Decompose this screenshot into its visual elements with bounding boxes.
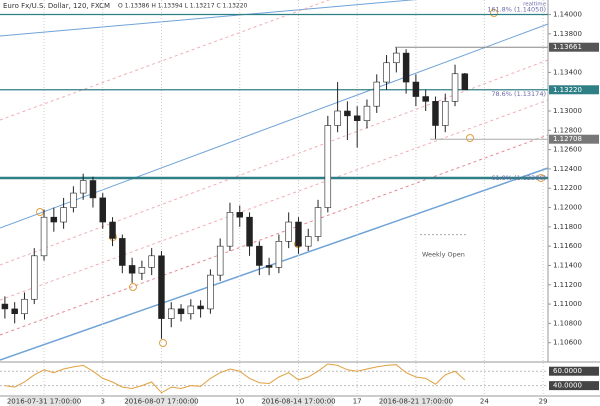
x-tick-label: 29: [539, 398, 548, 406]
candle-body: [314, 207, 322, 237]
y-tick-label: 1.13400: [553, 68, 582, 76]
candle-body: [265, 265, 273, 268]
candle-body: [1, 303, 9, 310]
symbol-title: Euro Fx/U.S. Dollar, 120, FXCM: [3, 2, 110, 10]
y-tick-label: 1.12800: [553, 126, 582, 134]
y-tick-label: 1.12000: [553, 204, 582, 212]
y-tick-label: 1.12600: [553, 146, 582, 154]
candle-body: [207, 274, 214, 310]
fib-label: 161.8% (1.14050): [487, 6, 546, 14]
price-label: 1.13661: [553, 43, 582, 51]
candle-body: [89, 180, 97, 199]
y-tick-label: 1.12400: [553, 165, 582, 173]
x-label-box: [9, 397, 80, 406]
candle-body: [334, 110, 341, 126]
candle-body: [216, 245, 224, 276]
y-tick-label: 1.11600: [553, 242, 582, 250]
y-tick-label: 1.10800: [553, 319, 582, 327]
candle-body: [70, 192, 77, 208]
rsi-line: [4, 363, 466, 394]
y-tick-label: 1.11400: [553, 261, 582, 269]
candle-body: [442, 101, 449, 126]
y-tick-label: 1.12200: [553, 184, 582, 192]
candle-body: [344, 110, 351, 117]
rsi-tick-label: 40.0000: [553, 382, 582, 390]
candle-body: [285, 221, 292, 242]
fib-label: 78.6% (1.13174): [491, 90, 546, 98]
x-tick-label: 3: [101, 398, 105, 406]
fib-label: 61.8% (1.12306): [491, 174, 546, 182]
candle-body: [432, 101, 439, 126]
candle-body: [451, 73, 459, 102]
candle-body: [60, 207, 67, 223]
candle-body: [461, 73, 469, 91]
rsi-label-box: [549, 381, 599, 391]
candle-body: [402, 52, 410, 83]
candle-body: [422, 96, 429, 102]
candle-body: [275, 241, 283, 268]
price-label-box: [549, 42, 599, 52]
x-label-box: [126, 397, 197, 406]
x-tick-label: 2016-08-14 17:00:00: [261, 398, 335, 406]
candle-body: [168, 308, 175, 319]
x-label-box: [380, 397, 451, 406]
candle-body: [393, 52, 400, 64]
candle-body: [363, 105, 371, 121]
weekly-open-label: Weekly Open: [422, 251, 465, 259]
candle-body: [109, 221, 116, 239]
candle-body: [128, 265, 136, 274]
candle-body: [50, 216, 58, 223]
price-label: 1.13220: [553, 86, 582, 94]
candle-body: [11, 308, 18, 315]
x-tick-label: 2016-08-21 17:00:00: [379, 398, 453, 406]
ohlc-text: O 1.13386 H 1.13394 L 1.13217 C 1.13220: [118, 3, 248, 10]
candle-body: [31, 255, 38, 300]
y-tick-label: 1.10600: [553, 339, 582, 347]
candle-body: [40, 216, 48, 257]
x-tick-label: 2016-08-07 17:00:00: [124, 398, 198, 406]
candle-body: [412, 81, 420, 97]
candle-body: [119, 238, 126, 266]
x-tick-label: 10: [235, 398, 244, 406]
x-tick-label: 2016-07-31 17:00:00: [7, 398, 81, 406]
candle-body: [79, 180, 87, 194]
candle-body: [21, 298, 28, 315]
candle-body: [324, 125, 332, 208]
candle-body: [99, 197, 106, 223]
candle-body: [383, 62, 390, 83]
x-tick-label: 17: [353, 398, 362, 406]
candle-body: [197, 305, 204, 310]
candle-body: [177, 308, 185, 315]
price-label: 1.12708: [553, 135, 582, 143]
y-tick-label: 1.14000: [553, 10, 582, 18]
candle-body: [246, 216, 253, 247]
candle-body: [373, 81, 380, 107]
candle-body: [226, 212, 234, 247]
candle-body: [305, 236, 312, 247]
price-label-box: [549, 85, 599, 95]
candle-body: [158, 255, 165, 319]
rsi-label-box: [549, 366, 599, 376]
candle-body: [353, 115, 361, 121]
price-label-box: [549, 134, 599, 144]
candle-body: [148, 255, 155, 268]
y-tick-label: 1.11000: [553, 300, 582, 308]
y-tick-label: 1.11200: [553, 281, 582, 289]
candle-body: [256, 245, 263, 266]
x-label-box: [263, 397, 334, 406]
y-tick-label: 1.13000: [553, 107, 582, 115]
rsi-tick-label: 60.0000: [553, 367, 582, 375]
candle-body: [138, 267, 146, 274]
realtime-label: realtime: [523, 2, 546, 8]
x-tick-label: 24: [480, 398, 489, 406]
candle-body: [236, 212, 243, 218]
candle-body: [295, 221, 302, 247]
y-tick-label: 1.13800: [553, 30, 582, 38]
candle-body: [187, 305, 195, 315]
y-tick-label: 1.11800: [553, 223, 582, 231]
